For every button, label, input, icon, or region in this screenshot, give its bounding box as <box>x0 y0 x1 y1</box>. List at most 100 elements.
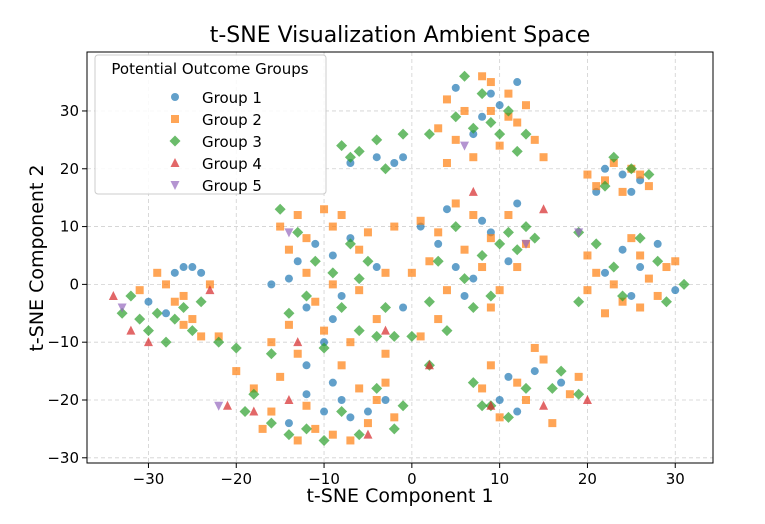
point-group-1 <box>381 395 390 404</box>
legend-box <box>94 54 327 195</box>
point-group-1 <box>267 280 276 289</box>
x-tick-label: 0 <box>407 470 417 488</box>
point-group-1 <box>311 239 320 248</box>
point-group-1 <box>504 372 513 381</box>
x-axis-label: t-SNE Component 1 <box>306 485 493 507</box>
legend: Potential Outcome Groups Group 1 Group 2 G… <box>94 54 327 195</box>
point-group-3 <box>283 429 295 441</box>
point-group-2 <box>381 378 390 387</box>
point-group-2 <box>355 245 364 254</box>
point-group-3 <box>336 140 348 152</box>
point-group-2 <box>574 372 583 381</box>
point-group-4 <box>468 186 478 196</box>
point-group-3 <box>494 238 506 250</box>
point-group-1 <box>284 419 293 428</box>
point-group-3 <box>555 365 567 377</box>
point-group-3 <box>608 151 620 163</box>
point-group-3 <box>388 330 400 342</box>
point-group-3 <box>476 88 488 100</box>
point-group-2 <box>671 257 680 266</box>
point-group-3 <box>371 382 383 394</box>
legend-label-group-3: Group 3 <box>202 133 262 151</box>
point-group-2 <box>504 89 513 98</box>
point-group-2 <box>390 222 399 231</box>
point-group-3 <box>195 296 207 308</box>
point-group-3 <box>142 325 154 337</box>
point-group-2 <box>434 315 443 324</box>
point-group-2 <box>451 135 460 144</box>
point-group-3 <box>485 290 497 302</box>
point-group-1 <box>469 274 478 283</box>
point-group-1 <box>346 234 355 243</box>
point-group-3 <box>652 255 664 267</box>
point-group-2 <box>205 280 214 289</box>
point-group-3 <box>511 145 523 157</box>
point-group-2 <box>521 101 530 110</box>
point-group-1 <box>495 395 504 404</box>
point-group-1 <box>302 361 311 370</box>
point-group-1 <box>399 153 408 162</box>
point-group-2 <box>513 263 522 272</box>
point-group-2 <box>170 297 179 306</box>
point-group-1 <box>337 291 346 300</box>
point-group-3 <box>476 249 488 261</box>
point-group-3 <box>213 336 225 348</box>
point-group-1 <box>601 164 610 173</box>
point-group-2 <box>188 315 197 324</box>
point-group-2 <box>320 326 329 335</box>
point-group-2 <box>636 251 645 260</box>
point-group-1 <box>627 291 636 300</box>
point-group-3 <box>353 273 365 285</box>
point-group-3 <box>116 307 128 319</box>
point-group-4 <box>143 337 153 347</box>
point-group-3 <box>274 203 286 215</box>
point-group-1 <box>504 257 513 266</box>
point-group-2 <box>548 419 557 428</box>
data-points <box>108 70 690 446</box>
point-group-2 <box>135 286 144 295</box>
point-group-1 <box>144 297 153 306</box>
point-group-1 <box>372 153 381 162</box>
point-group-3 <box>300 290 312 302</box>
legend-title: Potential Outcome Groups <box>111 60 308 78</box>
point-group-2 <box>416 332 425 341</box>
point-group-3 <box>283 307 295 319</box>
point-group-5 <box>460 141 470 151</box>
point-group-3 <box>151 307 163 319</box>
x-tick-label: 10 <box>490 470 509 488</box>
y-tick-label: 20 <box>60 160 79 178</box>
point-group-3 <box>502 105 514 117</box>
point-group-2 <box>486 78 495 87</box>
point-group-1 <box>346 158 355 167</box>
point-group-2 <box>592 182 601 191</box>
point-group-4 <box>284 394 294 404</box>
point-group-3 <box>678 278 690 290</box>
point-group-4 <box>424 360 434 370</box>
point-group-3 <box>406 330 418 342</box>
point-group-2 <box>179 291 188 300</box>
point-group-3 <box>265 348 277 360</box>
point-group-2 <box>442 95 451 104</box>
point-group-1 <box>460 291 469 300</box>
point-group-2 <box>153 268 162 277</box>
point-group-1 <box>346 413 355 422</box>
point-group-3 <box>573 388 585 400</box>
point-group-3 <box>230 342 242 354</box>
point-group-2 <box>302 268 311 277</box>
point-group-2 <box>328 430 337 439</box>
legend-label-group-2: Group 2 <box>202 111 262 129</box>
legend-marker-group-1 <box>171 93 179 101</box>
point-group-2 <box>162 280 171 289</box>
point-group-3 <box>318 434 330 446</box>
point-group-3 <box>520 221 532 233</box>
point-group-1 <box>486 89 495 98</box>
point-group-2 <box>425 257 434 266</box>
point-group-3 <box>300 423 312 435</box>
point-group-2 <box>495 413 504 422</box>
point-group-2 <box>320 205 329 214</box>
legend-marker-group-5 <box>170 181 180 190</box>
point-group-2 <box>565 390 574 399</box>
point-group-1 <box>469 130 478 139</box>
point-group-3 <box>529 232 541 244</box>
